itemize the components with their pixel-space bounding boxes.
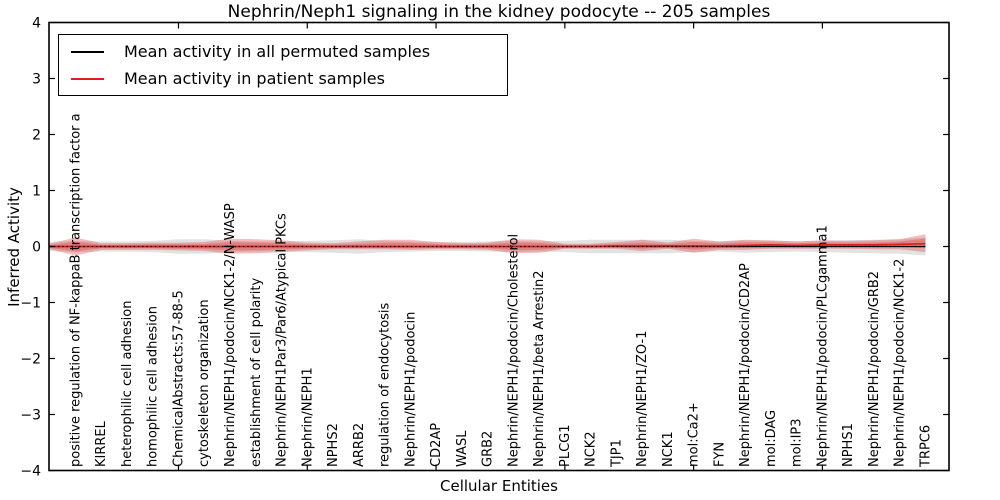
- y-tick-label: 0: [32, 240, 41, 256]
- legend-entry-patient: Mean activity in patient samples: [71, 69, 495, 88]
- x-tick-label: NPHS1: [841, 423, 856, 467]
- x-tick-label: Nephrin/NEPH1/podocin: [403, 312, 418, 467]
- legend-line-red-icon: [71, 77, 104, 80]
- x-tick-label: mol:Ca2+: [687, 402, 702, 467]
- y-tick-label: −2: [20, 352, 41, 368]
- y-tick-label: −3: [20, 408, 41, 424]
- x-tick-label: NCK1: [661, 431, 676, 467]
- legend-label-patient: Mean activity in patient samples: [124, 69, 385, 88]
- x-axis-label: Cellular Entities: [440, 477, 558, 495]
- x-tick-label: heterophilic cell adhesion: [120, 301, 135, 468]
- x-tick-label: cytoskeleton organization: [197, 299, 212, 467]
- patient-samples-spread-band: [49, 234, 926, 256]
- y-tick-label: −1: [20, 296, 41, 312]
- legend-entry-permuted: Mean activity in all permuted samples: [71, 42, 495, 61]
- legend-box: Mean activity in all permuted samples Me…: [58, 34, 508, 96]
- x-tick-label: FYN: [712, 442, 727, 467]
- x-tick-label: homophilic cell adhesion: [146, 306, 161, 467]
- chart-title: Nephrin/Neph1 signaling in the kidney po…: [227, 2, 771, 22]
- x-tick-label: WASL: [455, 430, 470, 467]
- x-tick-label: mol:IP3: [790, 418, 805, 467]
- x-tick-label: establishment of cell polarity: [249, 278, 264, 467]
- x-tick-label: ARRB2: [352, 423, 367, 467]
- x-tick-label: Nephrin/NEPH1/podocin/NCK1-2: [893, 259, 908, 467]
- x-tick-label: Nephrin/NEPH1Par3/Par6/Atypical PKCs: [275, 213, 290, 467]
- legend-line-black-icon: [71, 50, 104, 53]
- x-tick-label: CD2AP: [429, 423, 444, 467]
- x-tick-label: Nephrin/NEPH1/podocin/NCK1-2/N-WASP: [223, 203, 238, 467]
- x-tick-label: mol:DAG: [764, 410, 779, 467]
- x-tick-label: TJP1: [609, 439, 624, 468]
- x-tick-label: Nephrin/NEPH1/podocin/CD2AP: [738, 263, 753, 467]
- x-tick-label: PLCG1: [558, 424, 573, 467]
- y-tick-label: 1: [32, 184, 41, 200]
- x-tick-label: regulation of endocytosis: [378, 302, 393, 467]
- x-tick-label: KIRREL: [94, 420, 109, 467]
- y-tick-label: −4: [20, 464, 41, 480]
- x-tick-label: NPHS2: [326, 423, 341, 467]
- x-tick-label: Nephrin/NEPH1: [300, 367, 315, 467]
- x-tick-label: Nephrin/NEPH1/beta Arrestin2: [532, 271, 547, 468]
- x-tick-label: GRB2: [481, 431, 496, 467]
- x-tick-label: Nephrin/NEPH1/podocin/GRB2: [867, 271, 882, 467]
- patient-samples-spread-band: [49, 238, 926, 252]
- x-tick-label: ChemicalAbstracts:57-88-5: [171, 290, 186, 467]
- y-tick-label: 2: [32, 128, 41, 144]
- y-tick-label: 4: [32, 16, 41, 32]
- x-tick-label: positive regulation of NF-kappaB transcr…: [68, 113, 83, 467]
- x-tick-label: Nephrin/NEPH1/podocin/Cholesterol: [506, 234, 521, 467]
- x-tick-label: Nephrin/NEPH1/podocin/PLCgamma1: [815, 225, 830, 467]
- y-axis-label: Inferred Activity: [5, 187, 23, 307]
- legend-label-permuted: Mean activity in all permuted samples: [124, 42, 431, 61]
- x-tick-label: NCK2: [584, 431, 599, 467]
- x-tick-label: Nephrin/NEPH1/ZO-1: [635, 331, 650, 467]
- y-tick-label: 3: [32, 72, 41, 88]
- x-tick-label: TRPC6: [918, 425, 933, 468]
